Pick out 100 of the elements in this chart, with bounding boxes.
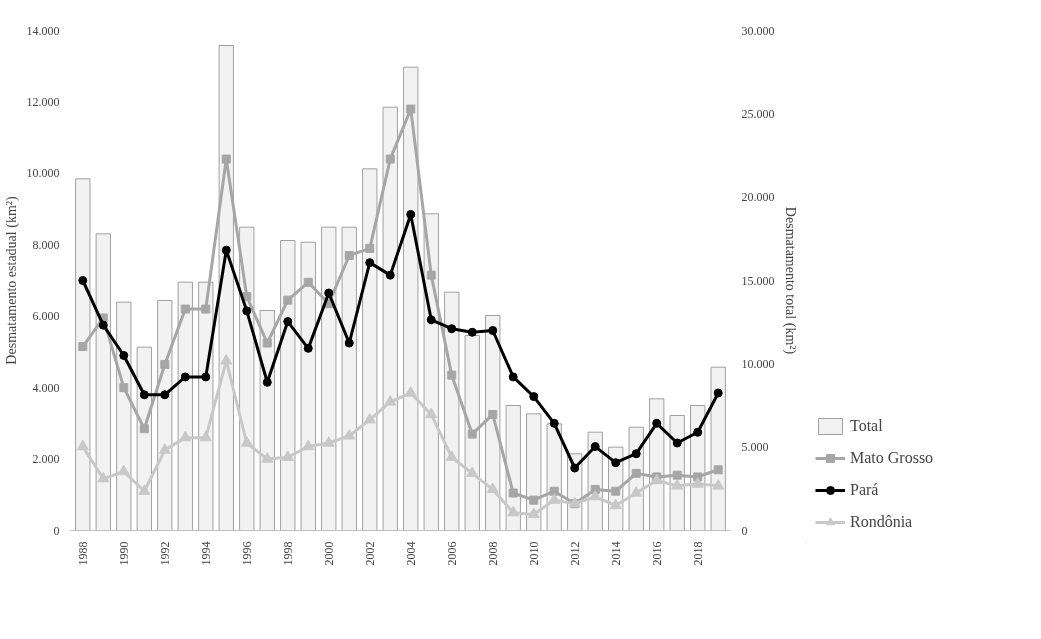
point (467, 429, 477, 439)
y-tick-label: 0 (53, 523, 60, 538)
point (220, 354, 233, 365)
point (324, 288, 334, 298)
y2-tick-label: 25.000 (741, 106, 775, 121)
point (343, 429, 356, 440)
point (488, 326, 498, 335)
y2-axis-title: Desmatamento total (km²) (781, 206, 798, 355)
point (78, 342, 88, 352)
point (180, 304, 190, 314)
point (406, 209, 416, 219)
y2-tick-label: 30.000 (741, 23, 775, 38)
point (98, 320, 108, 330)
y-tick-label: 12.000 (26, 94, 60, 109)
point (611, 458, 621, 468)
point (262, 338, 272, 348)
point (199, 430, 212, 442)
point (281, 450, 294, 461)
point (283, 317, 293, 327)
y-tick-label: 2.000 (32, 452, 60, 467)
point (363, 412, 376, 424)
point (426, 315, 436, 325)
legend-label: Rondônia (850, 513, 913, 531)
point (180, 372, 190, 382)
point (466, 466, 479, 478)
point (488, 409, 498, 419)
point (201, 304, 211, 314)
point (119, 383, 129, 393)
point (611, 486, 621, 496)
x-tick-label: 2008 (485, 541, 500, 566)
x-tick-label: 2000 (321, 541, 336, 566)
point (160, 359, 170, 369)
x-tick-label: 1998 (280, 541, 295, 566)
point (630, 486, 643, 497)
point (221, 154, 231, 164)
point (529, 392, 539, 402)
x-tick-label: 2006 (444, 541, 459, 566)
point (672, 438, 682, 448)
x-tick-label: 2018 (690, 541, 705, 566)
point (527, 507, 540, 519)
point (508, 488, 518, 498)
y-tick-label: 10.000 (26, 166, 60, 181)
point (139, 390, 149, 400)
point (384, 395, 397, 406)
point (508, 372, 518, 382)
y-tick-label: 4.000 (32, 380, 60, 395)
point (158, 443, 171, 454)
point (549, 418, 559, 428)
point (570, 463, 580, 473)
point (652, 418, 662, 428)
point (119, 351, 129, 360)
point (303, 343, 313, 353)
point (631, 449, 641, 459)
point (549, 486, 559, 496)
point (262, 377, 272, 387)
y2-tick-label: 10.000 (741, 356, 775, 371)
point (139, 424, 149, 434)
point (631, 468, 641, 478)
point (712, 479, 725, 490)
x-tick-label: 1994 (198, 541, 213, 566)
x-tick-label: 2002 (362, 541, 377, 566)
x-tick-label: 2012 (567, 541, 582, 566)
legend-label: Pará (850, 481, 879, 499)
y2-tick-label: 0 (741, 523, 748, 538)
point (201, 372, 211, 382)
x-tick-label: 1990 (116, 541, 131, 566)
point (713, 388, 723, 398)
point (221, 245, 231, 255)
point (467, 327, 477, 337)
point (609, 498, 622, 510)
point (548, 493, 561, 504)
point (138, 484, 151, 495)
point (302, 439, 315, 451)
point (406, 104, 416, 114)
point (486, 482, 499, 494)
y2-tick-label: 5.000 (741, 440, 769, 455)
point (445, 450, 458, 461)
point (447, 370, 457, 380)
y-tick-label: 8.000 (32, 237, 60, 252)
point (76, 439, 89, 451)
y2-tick-label: 20.000 (741, 190, 775, 205)
legend-label: Mato Grosso (850, 449, 934, 467)
point (691, 477, 704, 488)
point (447, 324, 457, 334)
y2-tick-label: 15.000 (741, 273, 775, 288)
point (322, 436, 335, 447)
point (425, 407, 438, 419)
point (693, 427, 703, 437)
point (426, 270, 436, 280)
point (365, 243, 375, 253)
point (117, 464, 130, 476)
point (672, 470, 682, 480)
point (242, 306, 252, 316)
point (283, 295, 293, 305)
x-tick-label: 1992 (157, 541, 172, 566)
point (160, 390, 170, 400)
point (590, 442, 600, 452)
x-tick-label: 1996 (239, 541, 254, 566)
point (713, 465, 723, 475)
point (529, 495, 539, 505)
